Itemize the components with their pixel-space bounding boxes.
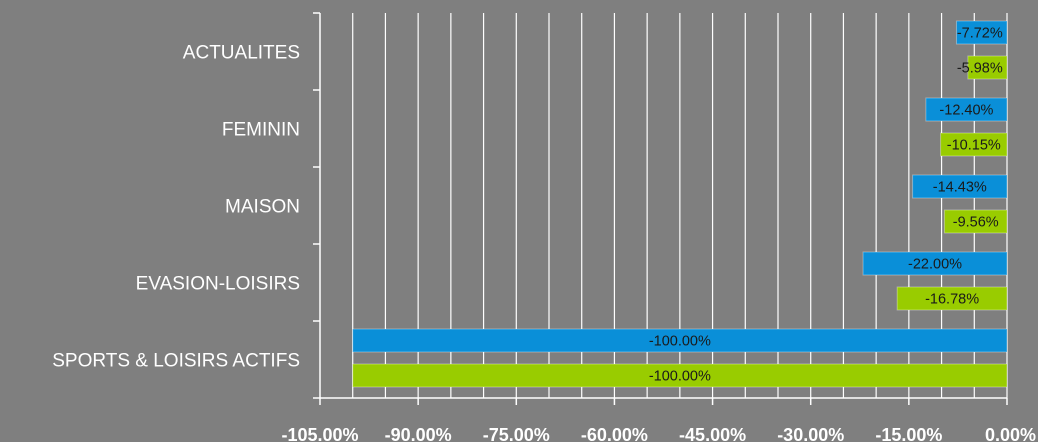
bar	[862, 251, 1008, 276]
x-tick-label: -75.00%	[483, 425, 550, 442]
category-label: EVASION-LOISIRS	[136, 274, 300, 295]
bar	[352, 328, 1008, 353]
data-label: -9.56%	[953, 215, 999, 231]
x-tick-label: -90.00%	[385, 425, 452, 442]
data-labels: -7.72% -5.98% -12.40% -10.15% -14.43% -9.56% -…	[649, 26, 1003, 385]
bar	[925, 97, 1008, 122]
data-label: -7.72%	[957, 26, 1003, 42]
data-label: -100.00%	[649, 334, 711, 350]
bar	[955, 20, 1008, 45]
bar	[352, 363, 1008, 388]
category-label: MAISON	[225, 197, 300, 218]
bar	[943, 209, 1008, 234]
bar	[896, 286, 1008, 311]
bar	[940, 132, 1008, 157]
x-tick-label: -30.00%	[777, 425, 844, 442]
data-label: -100.00%	[649, 369, 711, 385]
axes	[313, 12, 1008, 405]
x-tick-labels: -105.00% -90.00% -75.00% -60.00% -45.00% -30.…	[281, 425, 1036, 442]
x-tick-label: 0.00%	[985, 425, 1036, 442]
bar	[967, 55, 1008, 80]
x-tick-label: -45.00%	[679, 425, 746, 442]
bars	[352, 20, 1008, 388]
category-label: FEMININ	[222, 120, 300, 141]
data-label: -22.00%	[908, 257, 962, 273]
x-tick-label: -105.00%	[281, 425, 358, 442]
data-label: -10.15%	[947, 138, 1001, 154]
data-label: -5.98%	[957, 61, 1003, 77]
x-tick-label: -15.00%	[875, 425, 942, 442]
x-tick-label: -60.00%	[581, 425, 648, 442]
category-label: ACTUALITES	[183, 43, 300, 64]
data-label: -14.43%	[933, 180, 987, 196]
data-label: -16.78%	[925, 292, 979, 308]
category-labels: ACTUALITES FEMININ MAISON EVASION-LOISIRS SP…	[52, 43, 300, 372]
data-label: -12.40%	[939, 103, 993, 119]
bar	[912, 174, 1008, 199]
category-label: SPORTS & LOISIRS ACTIFS	[52, 351, 300, 372]
